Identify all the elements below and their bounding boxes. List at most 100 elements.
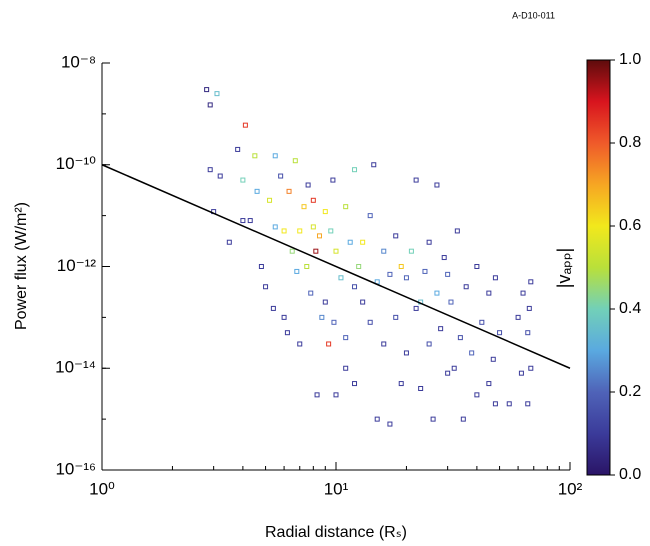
point [381,248,387,254]
point [441,255,447,261]
point [398,264,404,269]
point [343,365,349,371]
point [314,392,320,398]
point [403,275,409,281]
colorbar-tick-label: 0.2 [619,383,641,400]
point [413,305,419,311]
point [207,102,213,108]
point [281,228,287,234]
point [284,330,290,336]
point [319,314,325,320]
point [240,177,246,183]
point [278,173,284,179]
x-tick-label: 10¹ [324,479,349,498]
point [272,153,278,159]
colorbar-tick-label: 0.0 [619,466,641,483]
y-tick-label: 10⁻¹⁰ [56,154,97,173]
point [297,341,303,347]
y-tick-label: 10⁻¹⁴ [55,358,96,377]
point [304,264,310,269]
point [371,162,377,168]
point [322,209,328,215]
point [438,326,444,332]
point [445,370,451,376]
point [247,218,253,224]
point [497,330,503,336]
point [520,290,526,296]
point [528,365,534,371]
point [240,218,246,224]
point [214,91,220,97]
point [430,416,436,422]
point [469,350,475,356]
point [333,392,339,398]
point [252,153,258,159]
point [486,381,492,387]
point [398,381,404,387]
point [338,275,344,281]
point [492,275,498,281]
colorbar [586,59,611,476]
point [352,284,358,290]
point [292,158,298,164]
point [518,370,524,376]
point [331,319,337,325]
point [305,182,311,188]
point [226,239,232,245]
point [460,416,466,422]
point [326,341,332,347]
point [308,290,314,296]
point [352,381,358,387]
point [360,239,366,245]
point [387,271,393,277]
point [526,305,532,311]
point [457,335,463,341]
point [445,271,451,277]
point [426,341,432,347]
point [454,228,460,234]
point [367,319,373,325]
colorbar-tick-label: 0.8 [619,134,641,151]
x-tick-label: 10⁰ [89,479,115,498]
point [422,268,428,274]
point [313,248,319,254]
point [426,239,432,245]
point [486,290,492,296]
point [281,314,287,320]
point [297,228,303,234]
point [207,167,213,173]
point [204,87,210,93]
point [267,197,273,203]
point [258,264,264,269]
point [263,284,269,290]
point [387,421,393,427]
point [506,401,512,407]
point [525,330,531,336]
point [272,224,278,230]
colorbar-tick-label: 0.6 [619,217,641,234]
point [352,167,358,173]
y-axis-label: Power flux (W/m²) [13,202,30,330]
point [310,197,316,203]
point [408,248,414,254]
point [451,365,457,371]
point [316,233,322,239]
point [479,319,485,325]
point [492,401,498,407]
point [367,213,373,219]
point [343,204,349,210]
point [490,356,496,362]
point [322,299,328,305]
point [463,284,469,290]
point [360,299,366,305]
point [374,416,380,422]
point [270,305,276,311]
annotation: A-D10-011 [512,10,555,20]
point [381,341,387,347]
point [289,248,295,254]
point [330,177,336,183]
point [515,314,521,320]
point [393,314,399,320]
point [525,401,531,407]
